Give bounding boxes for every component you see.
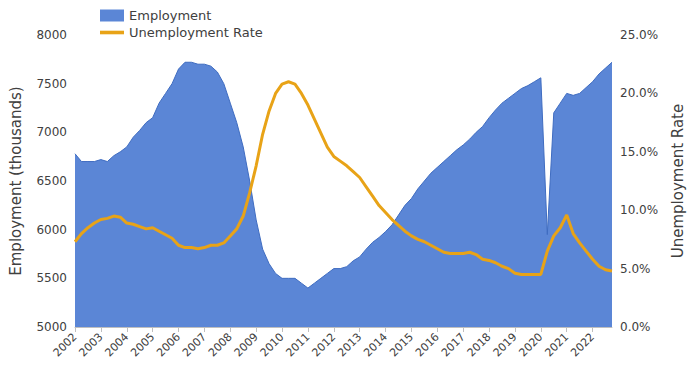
svg-text:2003: 2003 [77, 330, 106, 359]
svg-text:10.0%: 10.0% [620, 203, 658, 217]
svg-text:2004: 2004 [102, 330, 131, 359]
svg-text:2018: 2018 [465, 330, 494, 359]
svg-text:Employment: Employment [129, 8, 211, 23]
svg-text:15.0%: 15.0% [620, 145, 658, 159]
svg-text:2008: 2008 [206, 330, 235, 359]
svg-text:20.0%: 20.0% [620, 86, 658, 100]
svg-text:2022: 2022 [568, 330, 597, 359]
svg-text:2006: 2006 [154, 330, 183, 359]
svg-text:2016: 2016 [413, 330, 442, 359]
svg-text:2007: 2007 [180, 330, 209, 359]
svg-text:2013: 2013 [335, 330, 364, 359]
svg-text:5500: 5500 [36, 271, 67, 285]
svg-text:2009: 2009 [232, 330, 261, 359]
svg-text:Unemployment Rate: Unemployment Rate [669, 104, 687, 258]
svg-text:Unemployment Rate: Unemployment Rate [129, 25, 263, 40]
svg-text:2020: 2020 [516, 330, 545, 359]
svg-text:2011: 2011 [284, 330, 313, 359]
svg-text:5.0%: 5.0% [620, 262, 651, 276]
svg-text:2015: 2015 [387, 330, 416, 359]
svg-text:5000: 5000 [36, 320, 67, 334]
svg-text:8000: 8000 [36, 28, 67, 42]
svg-text:2010: 2010 [258, 330, 287, 359]
svg-text:7000: 7000 [36, 125, 67, 139]
svg-text:6500: 6500 [36, 174, 67, 188]
svg-text:2002: 2002 [51, 330, 80, 359]
svg-text:2021: 2021 [542, 330, 571, 359]
svg-text:25.0%: 25.0% [620, 28, 658, 42]
svg-text:2014: 2014 [361, 330, 390, 359]
svg-text:2005: 2005 [128, 330, 157, 359]
svg-text:0.0%: 0.0% [620, 320, 651, 334]
svg-text:Employment (thousands): Employment (thousands) [7, 86, 25, 275]
svg-text:7500: 7500 [36, 77, 67, 91]
svg-text:6000: 6000 [36, 223, 67, 237]
svg-text:2019: 2019 [491, 330, 520, 359]
svg-text:2017: 2017 [439, 330, 468, 359]
svg-text:2012: 2012 [309, 330, 338, 359]
